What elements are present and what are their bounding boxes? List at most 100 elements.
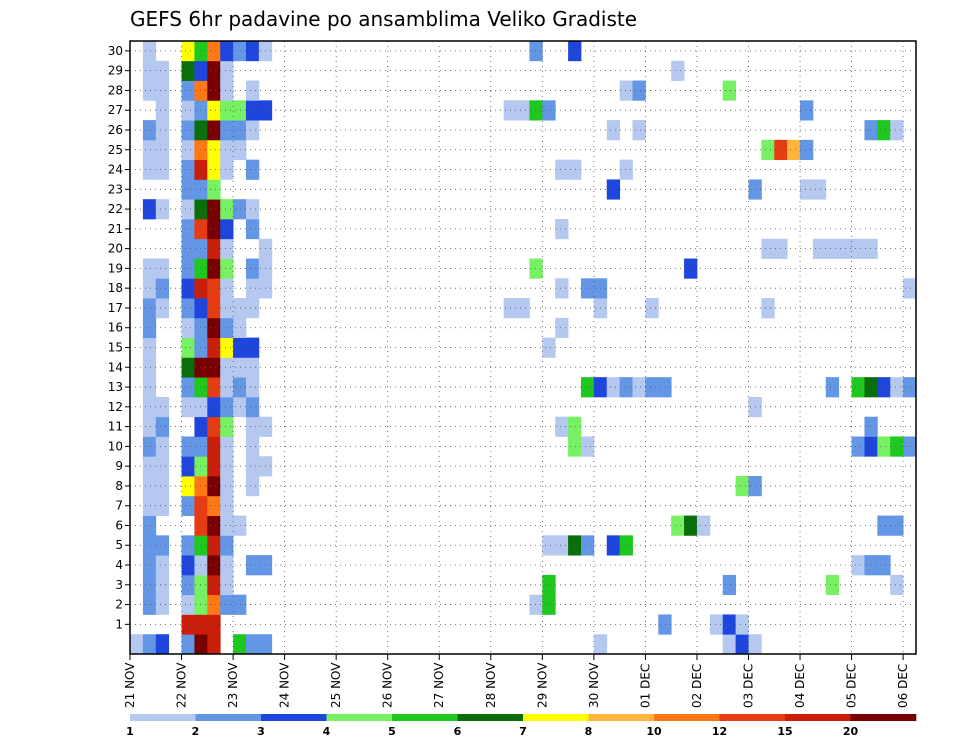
- x-tick-label: 23 NOV: [226, 662, 240, 708]
- heatmap-cell: [851, 436, 865, 457]
- heatmap-cell: [890, 515, 904, 536]
- heatmap-cell: [142, 139, 157, 161]
- heatmap-cell: [207, 515, 221, 536]
- heatmap-cell: [142, 159, 157, 180]
- x-tick-label: 28 NOV: [484, 662, 498, 708]
- heatmap-cell: [142, 574, 157, 596]
- heatmap-cell: [851, 238, 865, 259]
- heatmap-cell: [233, 317, 247, 339]
- heatmap-cell: [181, 60, 195, 81]
- heatmap-cell: [619, 159, 633, 180]
- heatmap-cell: [155, 574, 170, 596]
- colorbar-label: 4: [323, 725, 331, 738]
- heatmap-cell: [516, 100, 530, 121]
- heatmap-cell: [735, 614, 749, 635]
- heatmap-cell: [142, 337, 157, 358]
- heatmap-cell: [748, 634, 762, 655]
- heatmap-cell: [516, 298, 530, 319]
- heatmap-cell: [207, 357, 221, 378]
- heatmap-cell: [181, 555, 195, 576]
- heatmap-cell: [142, 396, 157, 418]
- x-tick-label: 29 NOV: [535, 662, 549, 708]
- x-tick-label: 02 DEC: [690, 664, 704, 708]
- heatmap-cell: [580, 278, 595, 299]
- colorbar-swatch: [654, 714, 720, 721]
- heatmap-cell: [220, 495, 234, 516]
- heatmap-cell: [851, 377, 865, 398]
- heatmap-cell: [890, 377, 904, 398]
- heatmap-cell: [207, 258, 221, 279]
- heatmap-cell: [220, 574, 234, 596]
- heatmap-cell: [207, 634, 221, 655]
- y-tick-label: 12: [108, 400, 123, 414]
- heatmap-cell: [142, 258, 157, 279]
- y-tick-label: 21: [108, 222, 123, 236]
- heatmap-cell: [606, 179, 621, 200]
- heatmap-cell: [181, 298, 195, 319]
- x-tick-label: 04 DEC: [793, 664, 807, 708]
- heatmap-cell: [155, 456, 170, 477]
- heatmap-cell: [181, 238, 195, 259]
- heatmap-cell: [245, 396, 260, 418]
- colorbar-label: 2: [192, 725, 200, 738]
- heatmap-cell: [555, 317, 569, 339]
- heatmap-cell: [194, 120, 208, 141]
- heatmap-cell: [194, 594, 208, 615]
- heatmap-cell: [220, 238, 234, 259]
- x-tick-label: 22 NOV: [175, 662, 189, 708]
- heatmap-cell: [903, 436, 917, 457]
- heatmap-cell: [233, 515, 247, 536]
- heatmap-cell: [142, 456, 157, 477]
- heatmap-cell: [181, 159, 195, 180]
- heatmap-cell: [245, 436, 260, 457]
- heatmap-cell: [864, 377, 878, 398]
- heatmap-cell: [155, 555, 170, 576]
- heatmap-cell: [194, 476, 208, 497]
- heatmap-cell: [245, 159, 260, 180]
- heatmap-cell: [142, 515, 157, 536]
- heatmap-cell: [245, 456, 260, 477]
- heatmap-cell: [233, 41, 247, 62]
- heatmap-cell: [207, 416, 221, 437]
- heatmap-cell: [220, 41, 234, 62]
- x-tick-label: 03 DEC: [741, 664, 755, 708]
- heatmap-cell: [233, 100, 247, 121]
- heatmap-cell: [207, 574, 221, 596]
- heatmap-cell: [181, 317, 195, 339]
- heatmap-cell: [529, 100, 543, 121]
- x-tick-label: 30 NOV: [587, 662, 601, 708]
- heatmap-cell: [142, 357, 157, 378]
- heatmap-cell: [245, 218, 260, 240]
- heatmap-cell: [245, 476, 260, 497]
- heatmap-cell: [245, 416, 260, 437]
- heatmap-cell: [903, 278, 917, 299]
- colorbar-label: 8: [585, 725, 593, 738]
- heatmap-cell: [568, 535, 582, 556]
- colorbar-swatch: [392, 714, 458, 721]
- heatmap-cell: [220, 298, 234, 319]
- heatmap-cell: [194, 100, 208, 121]
- heatmap-cell: [181, 337, 195, 358]
- y-tick-label: 26: [108, 123, 123, 137]
- heatmap-cell: [709, 614, 724, 635]
- y-tick-label: 15: [108, 341, 123, 355]
- colorbar-label: 10: [646, 725, 662, 738]
- heatmap-cell: [142, 80, 157, 101]
- colorbar-label: 20: [843, 725, 859, 738]
- heatmap-cell: [155, 120, 170, 141]
- heatmap-cell: [142, 535, 157, 556]
- heatmap-cell: [555, 159, 569, 180]
- heatmap-cell: [142, 436, 157, 457]
- heatmap-cell: [155, 60, 170, 81]
- heatmap-cell: [825, 238, 840, 259]
- colorbar-label: 5: [388, 725, 396, 738]
- heatmap-cell: [207, 80, 221, 101]
- heatmap-cell: [593, 634, 608, 655]
- heatmap-cell: [194, 278, 208, 299]
- y-tick-label: 1: [115, 617, 123, 631]
- colorbar-label: 7: [519, 725, 527, 738]
- heatmap-cell: [194, 41, 208, 62]
- heatmap-cell: [220, 199, 234, 220]
- heatmap-cell: [194, 574, 208, 596]
- heatmap-cell: [181, 614, 195, 635]
